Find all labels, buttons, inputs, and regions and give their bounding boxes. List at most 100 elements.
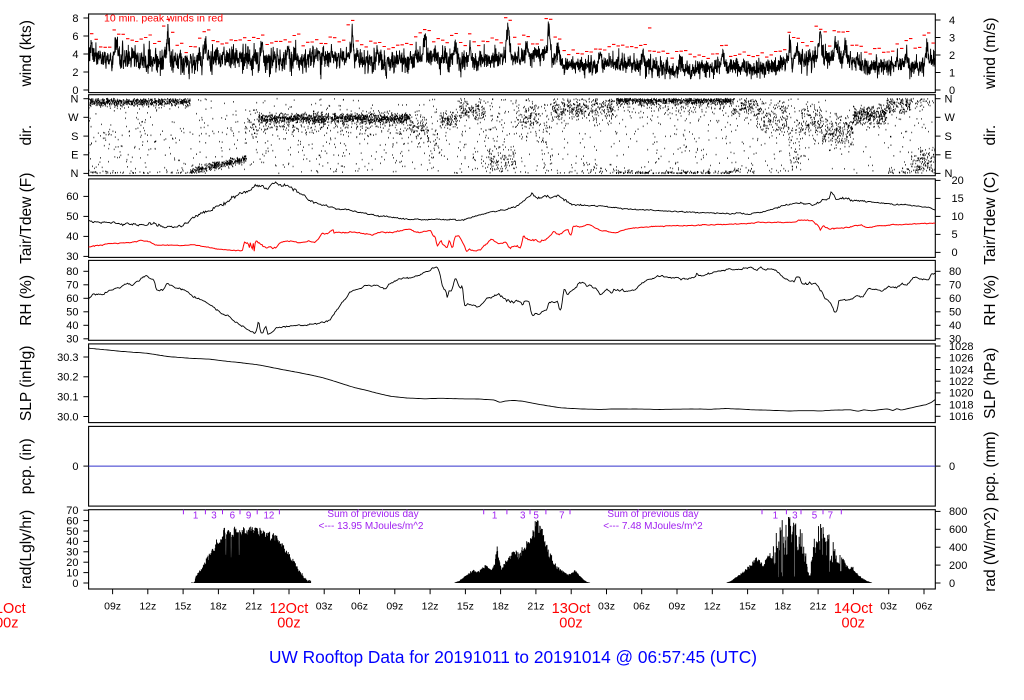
svg-text:SLP (hPa): SLP (hPa) xyxy=(982,348,999,419)
svg-text:1: 1 xyxy=(193,511,198,522)
svg-text:20: 20 xyxy=(66,557,78,569)
svg-text:2: 2 xyxy=(72,67,78,79)
svg-text:1016: 1016 xyxy=(949,411,973,423)
svg-text:wind (m/s): wind (m/s) xyxy=(982,18,999,90)
svg-text:Tair/Tdew (C): Tair/Tdew (C) xyxy=(982,172,999,265)
svg-text:09z: 09z xyxy=(669,601,686,613)
svg-text:60: 60 xyxy=(949,293,961,305)
svg-text:00z: 00z xyxy=(559,616,582,632)
svg-text:12z: 12z xyxy=(704,601,721,613)
svg-text:40: 40 xyxy=(66,320,78,332)
svg-text:50: 50 xyxy=(66,211,78,223)
svg-text:30: 30 xyxy=(949,334,961,346)
svg-text:60: 60 xyxy=(66,293,78,305)
svg-text:21z: 21z xyxy=(245,601,262,613)
svg-text:20: 20 xyxy=(952,175,964,187)
svg-text:E: E xyxy=(945,150,952,162)
svg-text:1020: 1020 xyxy=(949,388,973,400)
svg-text:3: 3 xyxy=(211,511,217,522)
svg-text:RH (%): RH (%) xyxy=(18,275,35,326)
svg-text:N: N xyxy=(71,94,79,106)
svg-text:30.1: 30.1 xyxy=(57,392,78,404)
svg-text:1: 1 xyxy=(949,67,955,79)
svg-text:dir.: dir. xyxy=(982,125,999,146)
svg-text:40: 40 xyxy=(66,536,78,548)
svg-text:600: 600 xyxy=(949,524,967,536)
svg-text:8: 8 xyxy=(72,13,78,25)
svg-text:<--- 7.48 MJoules/m^2: <--- 7.48 MJoules/m^2 xyxy=(603,521,703,532)
svg-text:RH (%): RH (%) xyxy=(982,275,999,326)
svg-text:3: 3 xyxy=(949,32,955,44)
svg-text:03z: 03z xyxy=(316,601,333,613)
svg-text:800: 800 xyxy=(949,506,967,518)
svg-text:60: 60 xyxy=(66,515,78,527)
svg-text:1028: 1028 xyxy=(949,341,973,353)
svg-text:1: 1 xyxy=(773,511,778,522)
svg-text:W: W xyxy=(68,112,79,124)
svg-text:0: 0 xyxy=(949,461,955,473)
svg-text:1022: 1022 xyxy=(949,376,973,388)
svg-text:W: W xyxy=(945,112,956,124)
svg-text:00z: 00z xyxy=(0,616,18,632)
svg-text:0: 0 xyxy=(949,85,955,97)
svg-text:3: 3 xyxy=(520,511,526,522)
svg-text:0: 0 xyxy=(72,461,78,473)
svg-text:<--- 13.95 MJoules/m^2: <--- 13.95 MJoules/m^2 xyxy=(318,521,423,532)
svg-text:N: N xyxy=(71,168,79,180)
svg-text:1024: 1024 xyxy=(949,364,973,376)
svg-text:30.2: 30.2 xyxy=(57,372,78,384)
svg-text:dir.: dir. xyxy=(18,125,35,146)
svg-text:7: 7 xyxy=(828,511,833,522)
svg-text:0: 0 xyxy=(952,247,958,259)
svg-text:50: 50 xyxy=(66,526,78,538)
svg-text:10 min. peak winds in red: 10 min. peak winds in red xyxy=(104,13,223,25)
svg-text:5: 5 xyxy=(533,511,539,522)
svg-text:0: 0 xyxy=(72,85,78,97)
svg-text:0: 0 xyxy=(949,578,955,590)
svg-text:40: 40 xyxy=(66,231,78,243)
svg-text:Tair/Tdew (F): Tair/Tdew (F) xyxy=(18,173,35,264)
svg-text:SLP (inHg): SLP (inHg) xyxy=(18,346,35,422)
svg-text:12: 12 xyxy=(263,511,274,522)
svg-text:80: 80 xyxy=(949,266,961,278)
svg-text:15: 15 xyxy=(952,193,964,205)
svg-text:12z: 12z xyxy=(422,601,439,613)
svg-text:200: 200 xyxy=(949,560,967,572)
svg-text:wind (kts): wind (kts) xyxy=(18,20,35,87)
svg-text:80: 80 xyxy=(66,266,78,278)
svg-text:50: 50 xyxy=(949,307,961,319)
svg-text:70: 70 xyxy=(66,505,78,517)
svg-text:03z: 03z xyxy=(598,601,615,613)
svg-text:70: 70 xyxy=(949,280,961,292)
svg-text:14Oct: 14Oct xyxy=(834,601,873,617)
svg-text:15z: 15z xyxy=(175,601,192,613)
svg-text:18z: 18z xyxy=(774,601,791,613)
svg-text:0: 0 xyxy=(72,578,78,590)
svg-text:4: 4 xyxy=(949,15,955,27)
svg-text:6: 6 xyxy=(72,31,78,43)
svg-text:5: 5 xyxy=(812,511,818,522)
svg-text:13Oct: 13Oct xyxy=(552,601,591,617)
svg-text:3: 3 xyxy=(792,511,798,522)
svg-text:09z: 09z xyxy=(104,601,121,613)
svg-text:1026: 1026 xyxy=(949,353,973,365)
svg-text:9: 9 xyxy=(246,511,251,522)
svg-text:1: 1 xyxy=(492,511,497,522)
svg-text:10: 10 xyxy=(66,567,78,579)
svg-text:400: 400 xyxy=(949,542,967,554)
svg-text:15z: 15z xyxy=(457,601,474,613)
svg-text:rad (W/m^2): rad (W/m^2) xyxy=(982,507,999,592)
svg-text:S: S xyxy=(71,131,78,143)
svg-text:21z: 21z xyxy=(810,601,827,613)
svg-text:12Oct: 12Oct xyxy=(270,601,309,617)
svg-text:6: 6 xyxy=(230,511,236,522)
svg-text:00z: 00z xyxy=(842,616,865,632)
svg-text:1018: 1018 xyxy=(949,399,973,411)
svg-text:10: 10 xyxy=(952,211,964,223)
svg-text:pcp. (mm): pcp. (mm) xyxy=(982,431,999,501)
svg-text:30.3: 30.3 xyxy=(57,352,78,364)
svg-text:60: 60 xyxy=(66,191,78,203)
svg-text:7: 7 xyxy=(559,511,564,522)
svg-text:30: 30 xyxy=(66,547,78,559)
svg-text:06z: 06z xyxy=(633,601,650,613)
